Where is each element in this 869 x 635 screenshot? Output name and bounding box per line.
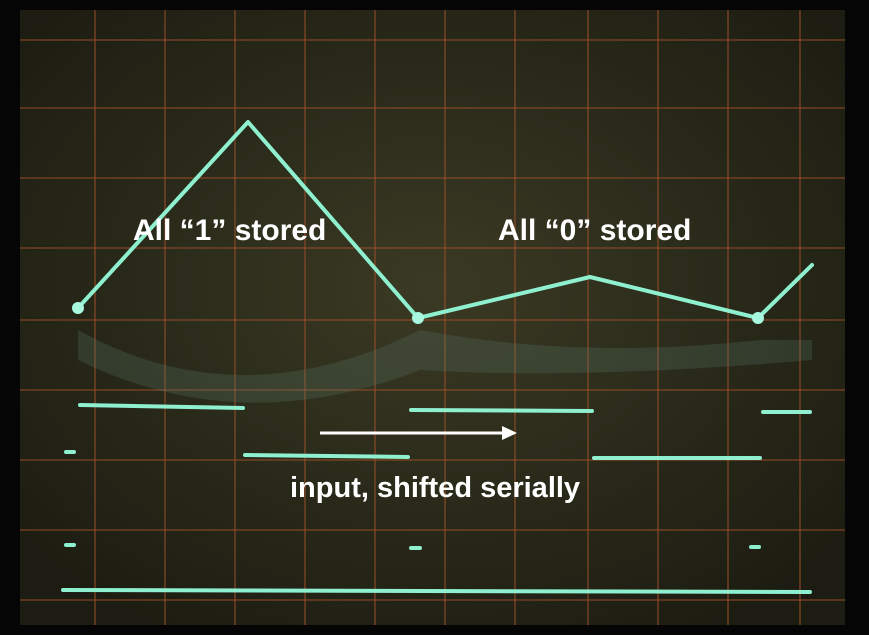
label: input, shifted serially [290,472,580,504]
oscilloscope-photo: All “1” stored All “0” stored input, shi… [0,0,869,635]
label: All “0” stored [498,214,691,247]
trace-dot [412,312,424,324]
label: All “1” stored [133,214,326,247]
screen [20,10,845,625]
trace-dot [752,312,764,324]
trace-dot [72,302,84,314]
